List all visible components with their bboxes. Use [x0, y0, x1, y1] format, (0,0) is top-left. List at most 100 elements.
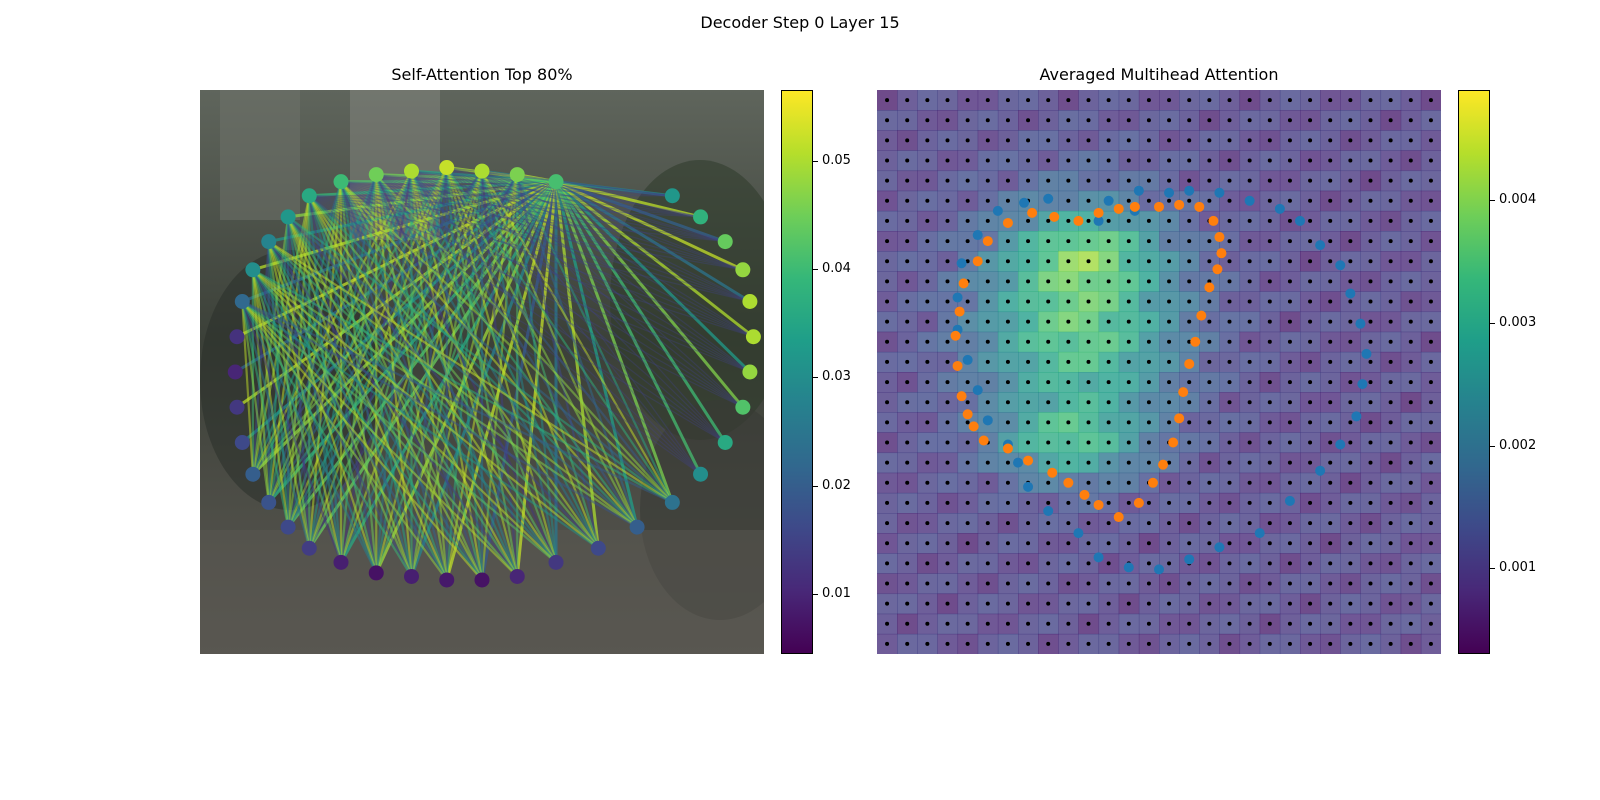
grid-point [1388, 319, 1393, 324]
grid-point [1267, 279, 1272, 284]
grid-point [905, 440, 910, 445]
grid-point [1287, 440, 1292, 445]
grid-point [1026, 158, 1031, 163]
grid-point [1086, 561, 1091, 566]
grid-point [1086, 218, 1091, 223]
grid-point [1046, 400, 1051, 405]
grid-point [1207, 581, 1212, 586]
grid-point [905, 641, 910, 646]
grid-point [1106, 420, 1111, 425]
grid-point [905, 500, 910, 505]
grid-point [945, 218, 950, 223]
grid-point [1086, 359, 1091, 364]
grid-point [1388, 359, 1393, 364]
grid-point [885, 138, 890, 143]
grid-point [1026, 138, 1031, 143]
grid-point [1328, 400, 1333, 405]
edge-line [241, 300, 448, 581]
grid-point [1308, 118, 1313, 123]
grid-point [1207, 259, 1212, 264]
grid-point [1348, 359, 1353, 364]
grid-point [1287, 178, 1292, 183]
grid-point [1146, 359, 1151, 364]
scatter-point [1284, 495, 1295, 506]
grid-point [1126, 319, 1131, 324]
grid-point [1267, 440, 1272, 445]
grid-point [945, 279, 950, 284]
grid-point [1267, 480, 1272, 485]
grid-point [1408, 460, 1413, 465]
chart1-title: Self-Attention Top 80% [391, 65, 573, 84]
grid-point [1308, 279, 1313, 284]
grid-point [1086, 440, 1091, 445]
grid-point [1207, 480, 1212, 485]
grid-point [905, 541, 910, 546]
grid-point [1086, 641, 1091, 646]
grid-point [1187, 581, 1192, 586]
scatter-point [958, 278, 969, 289]
colorbar-2-tick-mark [1490, 322, 1495, 324]
grid-point [1408, 541, 1413, 546]
grid-point [1287, 541, 1292, 546]
ring-node [509, 167, 525, 183]
colorbar-1 [781, 90, 813, 654]
grid-point [1408, 440, 1413, 445]
grid-point [1428, 480, 1433, 485]
edge-line [445, 166, 674, 504]
scatter-point [1184, 185, 1195, 196]
grid-point [1046, 621, 1051, 626]
edge-line [446, 167, 744, 408]
ring-node [261, 494, 277, 510]
grid-point [1428, 561, 1433, 566]
edge-line [241, 301, 270, 503]
grid-point [1388, 138, 1393, 143]
ring-node [745, 329, 761, 345]
grid-point [1066, 420, 1071, 425]
scatter-point [1093, 499, 1104, 510]
grid-point [1005, 158, 1010, 163]
grid-point [965, 158, 970, 163]
grid-point [1086, 480, 1091, 485]
grid-point [1146, 299, 1151, 304]
edge-line [375, 174, 701, 475]
grid-point [1005, 500, 1010, 505]
grid-point [1348, 98, 1353, 103]
colorbar-2-tick-mark [1490, 200, 1495, 202]
grid-point [1388, 218, 1393, 223]
grid-point [1066, 299, 1071, 304]
scatter-point [950, 330, 961, 341]
colorbar-1-tick-label: 0.05 [822, 152, 851, 168]
scatter-point [1063, 477, 1074, 488]
grid-point [1106, 178, 1111, 183]
scatter-point [1154, 564, 1164, 575]
grid-point [1287, 561, 1292, 566]
grid-point [1227, 440, 1232, 445]
grid-point [1046, 641, 1051, 646]
grid-point [1348, 118, 1353, 123]
grid-point [1267, 239, 1272, 244]
grid-point [945, 158, 950, 163]
grid-point [1066, 400, 1071, 405]
grid-point [885, 500, 890, 505]
ring-node [227, 364, 243, 380]
grid-point [965, 601, 970, 606]
grid-point [1227, 158, 1232, 163]
grid-point [1348, 641, 1353, 646]
edge-line [287, 216, 557, 564]
edge-line [340, 180, 638, 528]
ring-node [717, 435, 733, 450]
grid-point [1267, 581, 1272, 586]
grid-point [1187, 641, 1192, 646]
grid-point [1146, 118, 1151, 123]
grid-point [1328, 339, 1333, 344]
grid-point [1227, 601, 1232, 606]
grid-point [1106, 218, 1111, 223]
scatter-point [1208, 215, 1219, 226]
grid-point [965, 440, 970, 445]
colorbar-2 [1458, 90, 1490, 654]
grid-point [1308, 561, 1313, 566]
grid-point [1227, 118, 1232, 123]
grid-point [1146, 218, 1151, 223]
grid-point [1106, 581, 1111, 586]
grid-point [1428, 621, 1433, 626]
